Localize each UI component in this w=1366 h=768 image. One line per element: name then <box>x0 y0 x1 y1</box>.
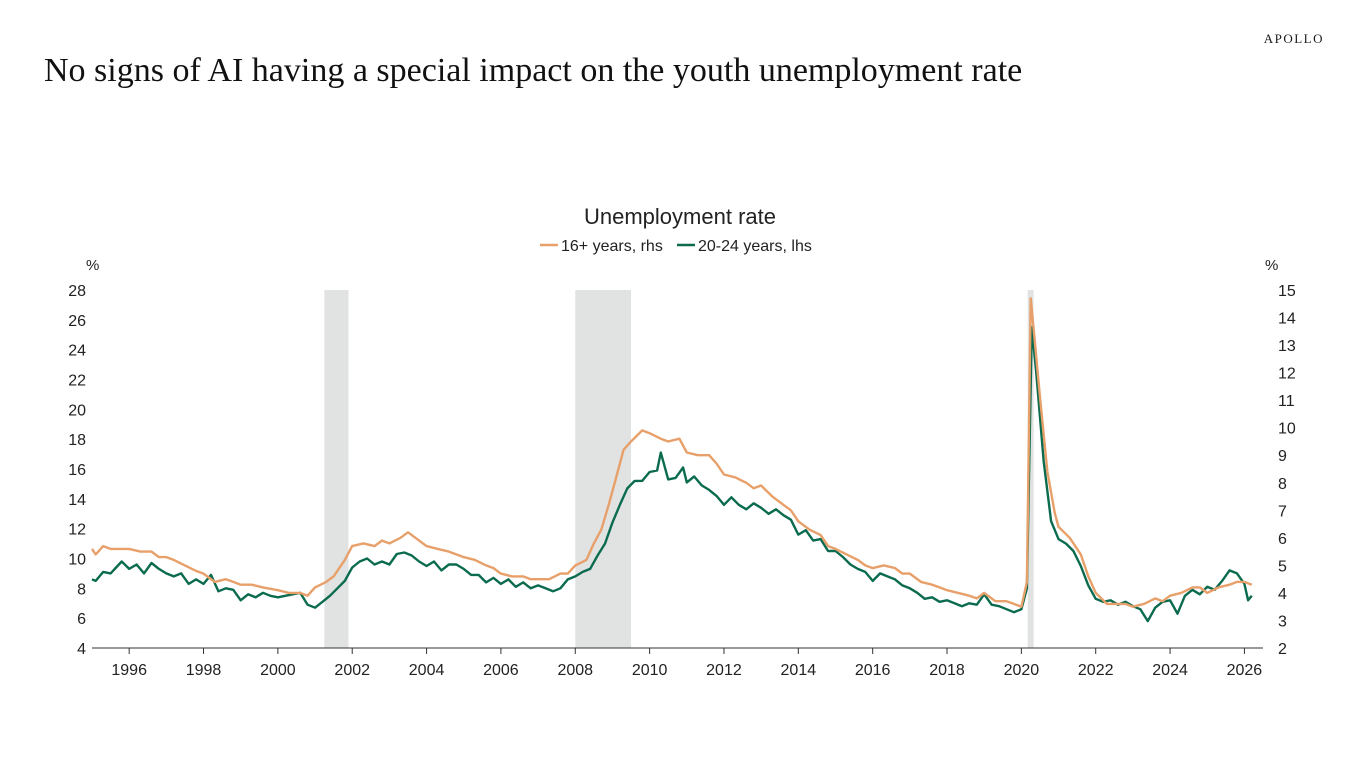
right-tick-label: 8 <box>1278 476 1287 493</box>
recession-band-0 <box>324 290 349 648</box>
x-tick-label: 2000 <box>260 662 296 679</box>
recession-shading-group <box>324 290 1034 648</box>
right-tick-label: 3 <box>1278 613 1287 630</box>
right-tick-label: 13 <box>1278 338 1296 355</box>
x-axis: 1996 1998 2000 2002 2004 2006 2008 2010 2012 2014… <box>92 647 1263 679</box>
right-tick-label: 11 <box>1278 393 1295 410</box>
x-tick-label: 2026 <box>1227 662 1263 679</box>
left-tick-label: 22 <box>68 373 86 390</box>
series-line-20-24 <box>91 326 1253 623</box>
x-tick-label: 2010 <box>632 662 668 679</box>
x-tick-label: 2022 <box>1078 662 1114 679</box>
brand-logo: APOLLO <box>1263 31 1324 46</box>
right-tick-label: 2 <box>1278 641 1287 658</box>
x-tick-label: 2008 <box>557 662 593 679</box>
left-axis-ticks: 4 6 8 10 12 14 16 18 20 22 24 26 28 <box>68 283 86 658</box>
left-tick-label: 18 <box>68 432 86 449</box>
left-tick-label: 6 <box>77 611 86 628</box>
x-tick-label: 2012 <box>706 662 742 679</box>
left-tick-label: 14 <box>68 492 86 509</box>
left-tick-label: 12 <box>68 522 86 539</box>
x-tick-label: 1998 <box>186 662 222 679</box>
legend-label-20-24: 20-24 years, lhs <box>698 238 812 255</box>
left-tick-label: 26 <box>68 313 86 330</box>
page-headline: No signs of AI having a special impact o… <box>44 52 1023 89</box>
x-tick-label: 2020 <box>1004 662 1040 679</box>
left-axis-unit: % <box>86 257 99 274</box>
series-line-16-plus <box>91 297 1253 608</box>
legend-label-16-plus: 16+ years, rhs <box>561 238 663 255</box>
left-tick-label: 24 <box>68 343 86 360</box>
right-tick-label: 9 <box>1278 448 1287 465</box>
x-tick-label: 2024 <box>1152 662 1188 679</box>
left-tick-label: 20 <box>68 402 86 419</box>
x-tick-label: 2002 <box>334 662 370 679</box>
left-tick-label: 10 <box>68 552 86 569</box>
right-tick-label: 10 <box>1278 421 1296 438</box>
x-tick-label: 1996 <box>111 662 147 679</box>
right-tick-label: 6 <box>1278 531 1287 548</box>
x-tick-label: 2006 <box>483 662 519 679</box>
right-axis-unit: % <box>1265 257 1278 274</box>
right-tick-label: 5 <box>1278 558 1287 575</box>
left-tick-label: 16 <box>68 462 86 479</box>
recession-band-2 <box>1027 290 1034 648</box>
right-axis-ticks: 2 3 4 5 6 7 8 9 10 11 12 13 14 15 <box>1278 283 1296 658</box>
chart-title: Unemployment rate <box>584 204 776 229</box>
x-tick-label: 2016 <box>855 662 891 679</box>
left-tick-label: 28 <box>68 283 86 300</box>
x-tick-label: 2018 <box>929 662 965 679</box>
right-tick-label: 15 <box>1278 283 1296 300</box>
left-tick-label: 4 <box>77 641 86 658</box>
series-group <box>91 297 1253 623</box>
legend: 16+ years, rhs 20-24 years, lhs <box>540 238 812 255</box>
right-tick-label: 14 <box>1278 311 1296 328</box>
right-tick-label: 4 <box>1278 586 1287 603</box>
recession-band-1 <box>575 290 632 648</box>
x-tick-label: 2004 <box>409 662 445 679</box>
x-tick-label: 2014 <box>781 662 817 679</box>
left-tick-label: 8 <box>77 581 86 598</box>
right-tick-label: 12 <box>1278 366 1296 383</box>
right-tick-label: 7 <box>1278 503 1287 520</box>
